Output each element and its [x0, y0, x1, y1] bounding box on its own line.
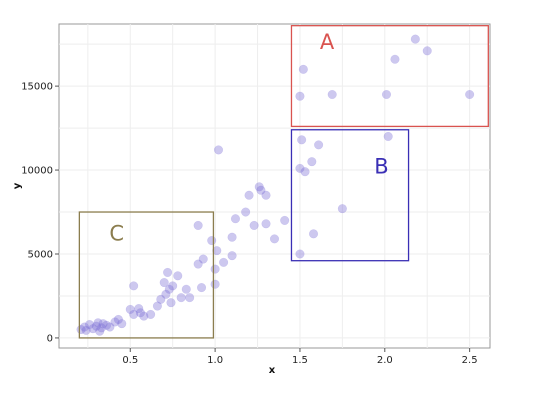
data-point [230, 214, 241, 224]
data-point [254, 182, 264, 192]
data-point [227, 232, 237, 242]
data-point [410, 34, 420, 44]
data-point [207, 236, 217, 246]
data-point [280, 215, 290, 225]
x-tick-label: 1.5 [292, 355, 308, 366]
y-tick-label: 5000 [28, 249, 53, 260]
data-point [164, 284, 174, 294]
data-point [161, 289, 171, 299]
data-point [185, 293, 195, 303]
data-point [210, 279, 220, 289]
y-axis-label: y [12, 182, 23, 189]
plot-area [58, 23, 491, 349]
data-point [105, 322, 115, 332]
data-point [196, 283, 207, 293]
data-point [159, 277, 169, 288]
data-point [219, 257, 229, 267]
data-point [300, 167, 310, 177]
data-point [295, 163, 305, 173]
data-point [213, 145, 224, 155]
annotation-box-a [290, 25, 489, 128]
y-axis-ticks: 0 5000 10000 15000 [21, 82, 59, 344]
data-point [81, 325, 91, 335]
data-point [256, 185, 266, 195]
data-point [210, 264, 220, 274]
data-point [390, 54, 400, 64]
x-axis-ticks: 0.5 1.0 1.5 2.0 2.5 [122, 348, 478, 366]
annotation-label-b: B [374, 154, 388, 178]
data-point [307, 157, 317, 167]
data-point [95, 326, 105, 336]
data-point [117, 319, 127, 329]
data-point [383, 131, 393, 142]
x-tick-label: 0.5 [122, 355, 138, 366]
annotation-boxes: A B C [78, 25, 489, 339]
data-point [134, 303, 144, 314]
data-point [163, 267, 173, 278]
data-point [337, 204, 347, 214]
data-point [168, 281, 178, 291]
annotation-label-c: C [109, 222, 124, 246]
data-point [173, 271, 183, 281]
data-point [327, 89, 337, 100]
data-point [93, 318, 103, 328]
data-point [98, 319, 108, 329]
data-point [241, 207, 251, 217]
data-point [156, 294, 166, 304]
x-tick-label: 2.5 [462, 355, 478, 366]
data-point [295, 249, 305, 259]
data-point [381, 89, 392, 100]
y-tick-label: 10000 [21, 166, 53, 177]
data-point [227, 251, 237, 261]
x-tick-label: 2.0 [377, 355, 393, 366]
data-point [84, 319, 95, 330]
data-point [261, 219, 271, 229]
data-point [422, 46, 432, 56]
y-tick-label: 0 [47, 333, 53, 344]
data-point [298, 64, 308, 74]
data-point [88, 324, 98, 334]
data-point [96, 323, 106, 333]
data-point [193, 220, 203, 231]
data-point [308, 229, 319, 239]
data-point [181, 284, 191, 294]
data-point [152, 301, 162, 311]
data-point [297, 135, 307, 145]
x-tick-label: 1.0 [207, 355, 223, 366]
data-points [76, 34, 475, 336]
data-point [244, 190, 254, 200]
data-point [79, 322, 90, 332]
data-point [113, 314, 123, 325]
data-point [314, 140, 324, 150]
annotation-box-b [290, 129, 410, 262]
data-point [212, 246, 222, 256]
data-point [249, 220, 259, 231]
annotation-label-a: A [320, 30, 335, 54]
data-point [135, 308, 145, 318]
data-point [193, 259, 203, 269]
data-point [465, 89, 475, 100]
data-point [129, 281, 139, 291]
data-point [146, 309, 156, 319]
x-axis-label: x [269, 365, 276, 376]
data-point [176, 293, 186, 303]
data-point [91, 321, 101, 331]
data-point [269, 234, 280, 244]
data-point [139, 311, 149, 321]
data-point [110, 317, 120, 327]
y-tick-label: 15000 [21, 82, 53, 93]
data-point [198, 254, 208, 264]
data-point [295, 91, 305, 101]
data-point [166, 298, 176, 308]
data-point [261, 190, 271, 200]
data-point [125, 304, 135, 314]
annotation-box-c [78, 211, 215, 339]
data-point [101, 320, 112, 330]
data-point [129, 309, 139, 319]
